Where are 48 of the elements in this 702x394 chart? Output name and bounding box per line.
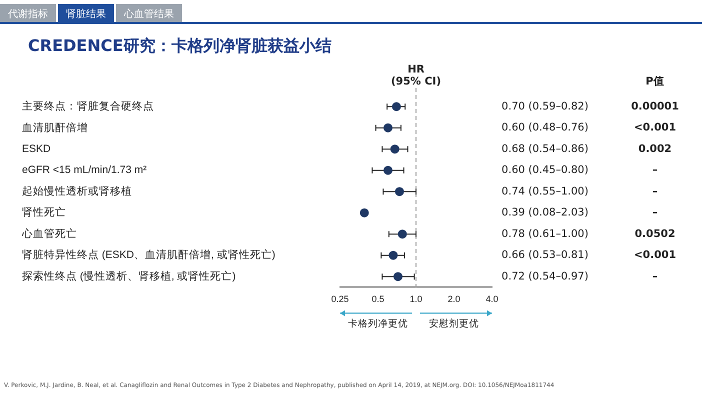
y-tick-label: eGFR <15 mL/min/1.73 m² — [22, 164, 148, 176]
x-tick-label: 1.0 — [410, 294, 422, 304]
text: – — [652, 185, 658, 198]
y-tick-label: 肾脏特异性终点 (ESKD、血清肌酐倍增, 或肾性死亡) — [22, 248, 276, 262]
text: <0.001 — [634, 122, 676, 134]
data-label: 0.68 (0.54–0.86) — [502, 142, 588, 155]
point — [392, 102, 401, 112]
text: 代谢指标 — [0, 4, 56, 22]
data-label: 0.66 (0.53–0.81) — [502, 249, 588, 262]
point — [390, 144, 400, 154]
y-tick-label: 主要终点：肾脏复合硬终点 — [22, 100, 154, 113]
y-tick-label: 心血管死亡 — [21, 226, 77, 240]
text: 肾脏结果 — [58, 4, 114, 22]
point — [383, 166, 392, 175]
text: P值 — [646, 76, 664, 88]
point — [398, 230, 407, 239]
point — [394, 187, 404, 196]
text: – — [652, 270, 658, 282]
text: <0.001 — [634, 249, 676, 262]
text: 0.0502 — [634, 228, 676, 240]
text: 0.00001 — [631, 100, 679, 112]
y-tick-label: 血清肌酐倍增 — [22, 120, 88, 134]
text: – — [652, 206, 658, 219]
data-label: 0.72 (0.54–0.97) — [502, 270, 588, 282]
data-label: 0.60 (0.45–0.80) — [502, 164, 588, 176]
text: – — [652, 164, 658, 176]
point — [393, 272, 402, 282]
text: 安慰剂更优 — [429, 318, 479, 330]
data-label: 0.74 (0.55–1.00) — [502, 185, 588, 198]
point — [383, 123, 392, 132]
data-label: 0.70 (0.59–0.82) — [502, 100, 588, 112]
x-tick-label: 0.5 — [372, 294, 384, 304]
x-tick-label: 4.0 — [486, 294, 498, 304]
x-tick-label: 0.25 — [331, 294, 349, 304]
y-tick-label: 探索性终点 (慢性透析、肾移植, 或肾性死亡) — [22, 269, 236, 282]
x-tick-label: 2.0 — [448, 294, 460, 304]
text: 0.002 — [638, 142, 672, 155]
y-tick-label: 肾性死亡 — [22, 206, 66, 219]
text: CREDENCE研究：卡格列净肾脏获益小结 — [28, 36, 332, 57]
data-label: 0.60 (0.48–0.76) — [502, 122, 588, 134]
point — [388, 250, 398, 260]
data-label: 0.39 (0.08–2.03) — [502, 206, 588, 219]
text: 卡格列净更优 — [348, 318, 408, 330]
data-label: 0.78 (0.61–1.00) — [502, 228, 588, 240]
y-tick-label: ESKD — [22, 143, 52, 155]
text: 心血管结果 — [116, 4, 182, 22]
text: HR (95% CI) — [391, 64, 441, 88]
y-tick-label: 起始慢性透析或肾移植 — [22, 184, 132, 198]
